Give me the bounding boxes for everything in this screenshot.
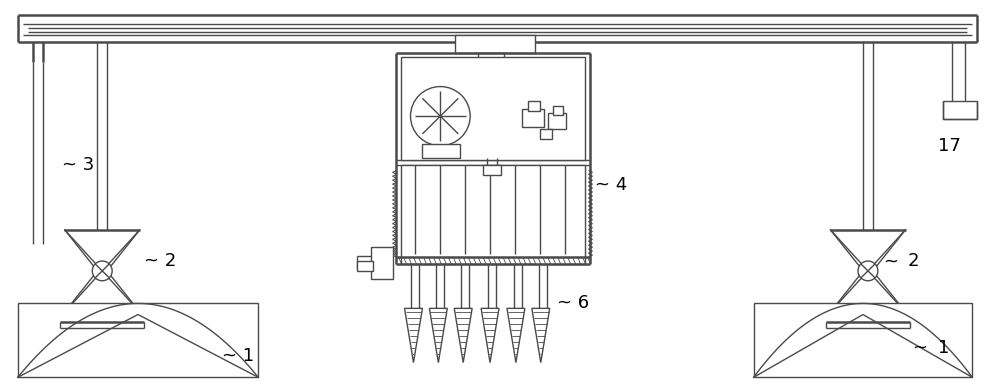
Bar <box>18 303 258 378</box>
Bar <box>465 113 519 123</box>
Bar <box>553 106 563 115</box>
Bar <box>943 101 977 119</box>
Polygon shape <box>481 308 499 363</box>
Bar <box>548 113 566 129</box>
Circle shape <box>411 87 470 146</box>
Bar <box>482 123 502 158</box>
Polygon shape <box>405 308 422 363</box>
Bar <box>422 144 460 158</box>
Bar <box>861 312 875 322</box>
Text: 17: 17 <box>938 137 960 155</box>
Bar <box>371 247 393 279</box>
Bar <box>540 129 552 139</box>
Bar <box>95 312 109 322</box>
Bar <box>522 109 544 127</box>
Text: ~: ~ <box>913 339 928 357</box>
Bar <box>470 101 514 113</box>
Text: ~ 1: ~ 1 <box>222 347 254 365</box>
Bar <box>401 165 585 264</box>
Bar <box>401 57 585 161</box>
Circle shape <box>858 261 878 281</box>
Bar <box>483 165 501 175</box>
Polygon shape <box>532 308 550 363</box>
Text: ~ 3: ~ 3 <box>62 156 95 174</box>
Polygon shape <box>454 308 472 363</box>
Polygon shape <box>507 308 525 363</box>
Bar <box>357 261 373 271</box>
Circle shape <box>92 261 112 281</box>
Text: ~ 2: ~ 2 <box>144 252 176 270</box>
Bar <box>754 303 972 378</box>
Text: ~ 4: ~ 4 <box>595 176 628 194</box>
Polygon shape <box>429 308 447 363</box>
Text: ~ 6: ~ 6 <box>557 294 589 312</box>
Text: 1: 1 <box>938 339 949 357</box>
Bar <box>528 101 540 111</box>
Bar <box>478 53 504 107</box>
Bar <box>455 35 535 53</box>
Text: ~: ~ <box>883 252 898 270</box>
Text: 2: 2 <box>908 252 919 270</box>
